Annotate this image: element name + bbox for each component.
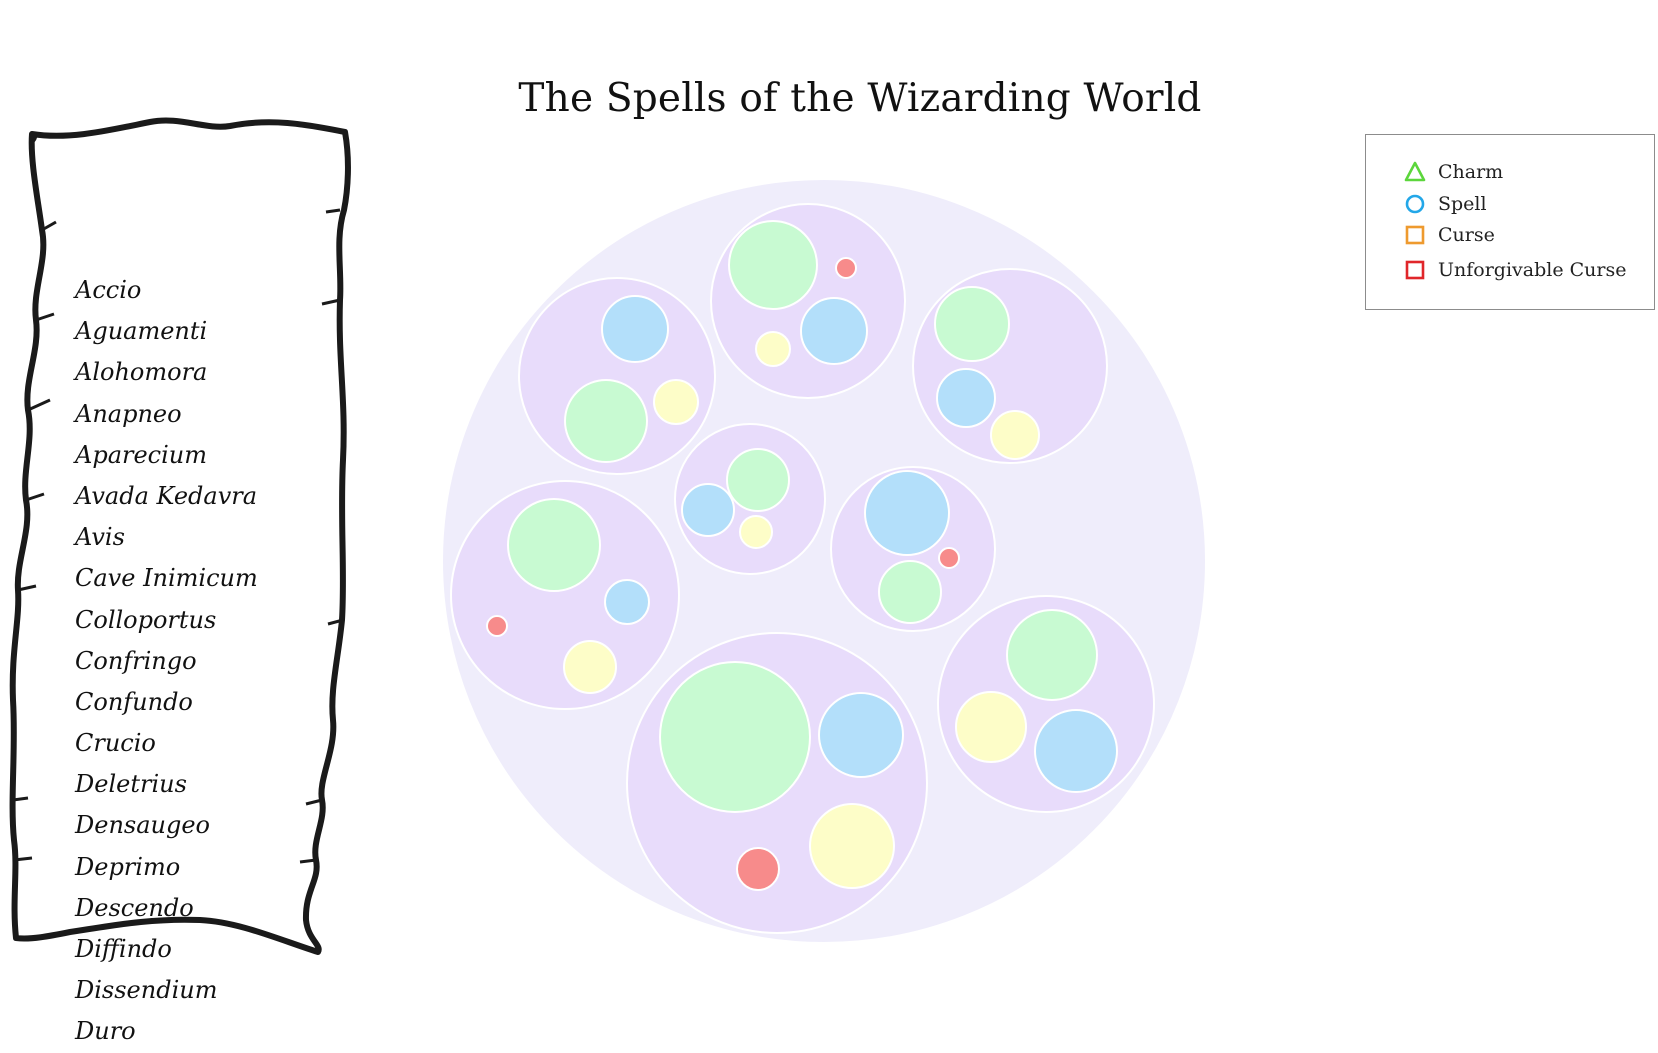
charm-bubble[interactable]	[1006, 609, 1098, 701]
spell-list-item[interactable]: Accio	[75, 276, 142, 304]
spell-list-item[interactable]: Deprimo	[75, 852, 181, 881]
legend-item-charm: Charm	[1404, 160, 1503, 184]
legend: Charm Spell Curse Unforgivable Curse	[1365, 134, 1655, 310]
legend-item-spell: Spell	[1404, 192, 1487, 216]
unforgivable-bubble[interactable]	[835, 257, 857, 279]
curse-bubble[interactable]	[990, 410, 1040, 460]
charm-bubble[interactable]	[564, 379, 648, 463]
unforgivable-bubble[interactable]	[736, 847, 780, 891]
curse-bubble[interactable]	[653, 379, 699, 425]
curse-bubble[interactable]	[739, 515, 773, 549]
chart-title: The Spells of the Wizarding World	[518, 76, 1202, 121]
spell-bubble[interactable]	[864, 470, 950, 556]
spell-list-item[interactable]: Anapneo	[75, 399, 182, 428]
circle-icon	[1405, 194, 1425, 214]
legend-item-unforgivable-curse: Unforgivable Curse	[1404, 258, 1626, 282]
curse-bubble[interactable]	[955, 691, 1027, 763]
charm-bubble[interactable]	[659, 661, 811, 813]
legend-label: Charm	[1438, 161, 1504, 183]
spell-bubble[interactable]	[604, 579, 650, 625]
legend-item-curse: Curse	[1404, 223, 1495, 247]
triangle-icon	[1404, 161, 1426, 182]
spell-bubble[interactable]	[1034, 709, 1118, 793]
spell-list-item[interactable]: Aparecium	[75, 440, 208, 469]
spell-bubble[interactable]	[800, 297, 868, 365]
charm-bubble[interactable]	[726, 448, 790, 512]
parchment-scroll-icon	[9, 117, 351, 955]
square-icon	[1405, 260, 1425, 280]
charm-bubble[interactable]	[507, 498, 601, 592]
spell-list-item[interactable]: Avada Kedavra	[75, 481, 258, 510]
spell-list-item[interactable]: Confringo	[75, 646, 197, 675]
spell-bubble[interactable]	[936, 368, 996, 428]
spell-list-item[interactable]: Crucio	[75, 729, 156, 758]
bubble-layer	[441, 178, 1207, 944]
spell-list-item[interactable]: Dissendium	[75, 976, 218, 1005]
spell-bubble[interactable]	[601, 295, 669, 363]
legend-label: Spell	[1438, 193, 1487, 215]
unforgivable-bubble[interactable]	[938, 547, 960, 569]
charm-bubble[interactable]	[728, 220, 818, 310]
charm-bubble[interactable]	[878, 560, 942, 624]
unforgivable-bubble[interactable]	[486, 615, 508, 637]
legend-label: Curse	[1438, 224, 1495, 246]
square-icon	[1405, 225, 1425, 245]
spell-list-item[interactable]: Cave Inimicum	[75, 564, 258, 593]
spell-list-item[interactable]: Avis	[75, 523, 125, 552]
charm-bubble[interactable]	[934, 286, 1010, 362]
spell-list-item[interactable]: Alohomora	[75, 358, 208, 387]
spell-list-item[interactable]: Densaugeo	[75, 811, 210, 840]
group-bubble[interactable]	[710, 203, 906, 399]
legend-label: Unforgivable Curse	[1438, 259, 1627, 281]
curse-bubble[interactable]	[563, 640, 617, 694]
spell-list-item[interactable]: Diffindo	[75, 935, 172, 963]
spell-list-item[interactable]: Confundo	[75, 687, 193, 716]
spell-list-item[interactable]: Descendo	[75, 893, 194, 922]
spell-list-item[interactable]: Aguamenti	[75, 317, 208, 346]
spell-bubble[interactable]	[818, 692, 904, 778]
curse-bubble[interactable]	[755, 331, 791, 367]
spell-bubble[interactable]	[681, 483, 735, 537]
spell-list-item[interactable]: Deletrius	[75, 770, 187, 799]
spell-list-item[interactable]: Colloportus	[75, 605, 217, 634]
curse-bubble[interactable]	[809, 803, 895, 889]
